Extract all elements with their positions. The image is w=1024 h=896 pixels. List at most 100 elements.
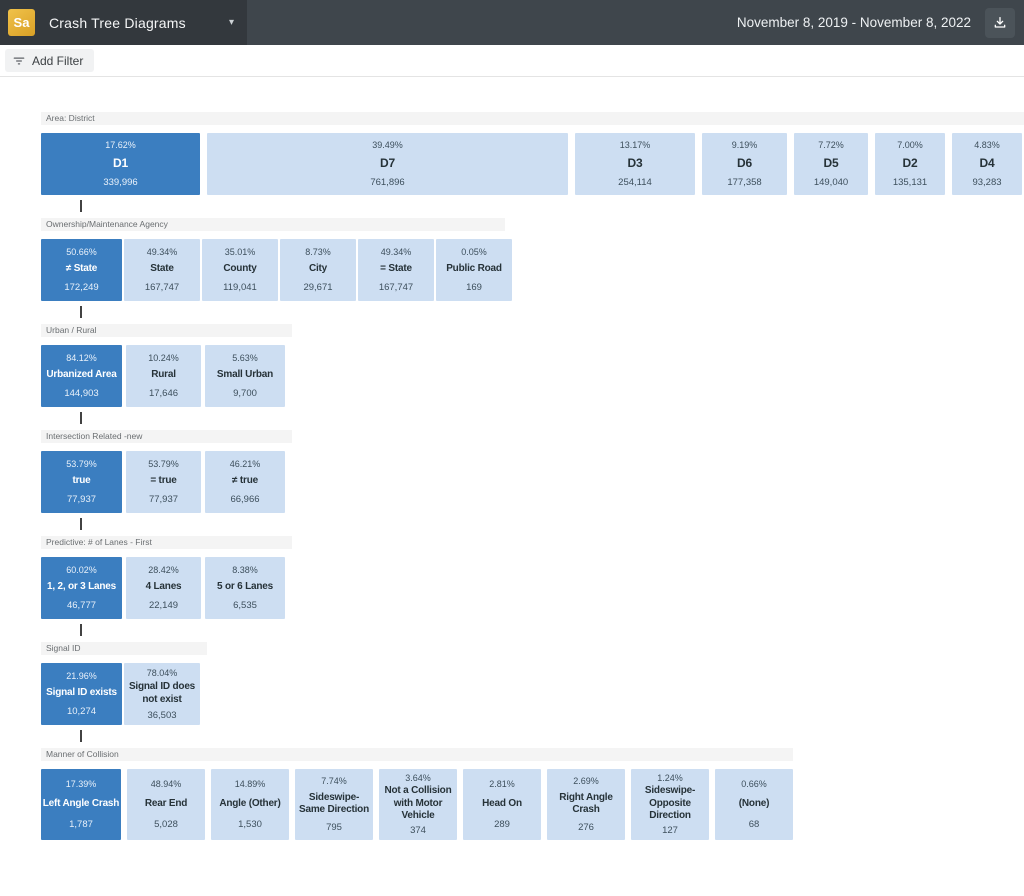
node-pct: 21.96% — [66, 670, 97, 681]
tree-node[interactable]: 78.04% Signal ID does not exist 36,503 — [124, 663, 200, 725]
node-count: 9,700 — [233, 388, 257, 400]
node-count: 276 — [578, 822, 594, 834]
node-pct: 49.34% — [380, 246, 412, 257]
tree-node[interactable]: 4.83% D4 93,283 — [952, 133, 1022, 195]
node-count: 339,996 — [103, 177, 138, 188]
tree-node[interactable]: 7.00% D2 135,131 — [875, 133, 945, 195]
tree-node[interactable]: 2.81% Head On 289 — [463, 769, 541, 840]
connector-line — [80, 730, 82, 742]
node-name: Urbanized Area — [46, 369, 117, 381]
node-pct: 46.21% — [229, 458, 261, 469]
node-count: 5,028 — [154, 819, 178, 831]
node-count: 149,040 — [813, 177, 849, 188]
add-filter-label: Add Filter — [32, 53, 84, 68]
tree-node[interactable]: 14.89% Angle (Other) 1,530 — [211, 769, 289, 840]
tree-node[interactable]: 28.42% 4 Lanes 22,149 — [126, 557, 201, 619]
connector-line — [80, 412, 82, 424]
node-pct: 1.24% — [657, 772, 683, 783]
tree-node[interactable]: 13.17% D3 254,114 — [575, 133, 695, 195]
tree-node[interactable]: 7.72% D5 149,040 — [794, 133, 868, 195]
node-count: 374 — [410, 825, 426, 837]
filter-list-icon — [12, 54, 26, 68]
tree-node[interactable]: 8.73% City 29,671 — [280, 239, 356, 301]
node-count: 254,114 — [618, 177, 652, 188]
level-label: Predictive: # of Lanes - First — [41, 536, 292, 549]
node-pct: 2.81% — [489, 778, 515, 789]
tree-node[interactable]: 46.21% ≠ true 66,966 — [205, 451, 285, 513]
tree-node[interactable]: 49.34% State 167,747 — [124, 239, 200, 301]
add-filter-button[interactable]: Add Filter — [5, 49, 95, 72]
node-pct: 13.17% — [619, 140, 651, 150]
tree-node[interactable]: 8.38% 5 or 6 Lanes 6,535 — [205, 557, 285, 619]
node-pct: 17.62% — [105, 140, 136, 150]
node-pct: 48.94% — [150, 778, 182, 789]
node-pct: 14.89% — [234, 778, 266, 789]
node-name: Sideswipe-Opposite Direction — [644, 785, 696, 822]
node-pct: 3.64% — [405, 772, 431, 783]
node-pct: 9.19% — [731, 140, 758, 150]
node-name: true — [72, 475, 91, 487]
date-range-label: November 8, 2019 - November 8, 2022 — [736, 15, 971, 30]
level-label: Manner of Collision — [41, 748, 793, 761]
node-count: 77,937 — [66, 494, 97, 506]
download-button[interactable] — [985, 7, 1015, 38]
tree-node[interactable]: 2.69% Right Angle Crash 276 — [547, 769, 625, 840]
node-row: 84.12% Urbanized Area 144,903 10.24% Rural 17… — [41, 345, 1024, 407]
node-name: Signal ID exists — [46, 687, 117, 699]
node-name: Rural — [151, 369, 176, 381]
tree-node-selected[interactable]: 60.02% 1, 2, or 3 Lanes 46,777 — [41, 557, 122, 619]
tree-node[interactable]: 0.05% Public Road 169 — [436, 239, 512, 301]
tree-node-selected[interactable]: 17.62% D1 339,996 — [41, 133, 200, 195]
node-pct: 50.66% — [66, 246, 97, 257]
tree-node-selected[interactable]: 17.39% Left Angle Crash 1,787 — [41, 769, 121, 840]
tree-canvas: Area: District 17.62% D1 339,996 39.49% D7 761… — [0, 77, 1024, 840]
node-name: City — [308, 263, 328, 275]
connector-line — [80, 200, 82, 212]
tree-node[interactable]: 9.19% D6 177,358 — [702, 133, 787, 195]
node-pct: 8.38% — [232, 564, 258, 575]
tree-node[interactable]: 7.74% Sideswipe-Same Direction 795 — [295, 769, 373, 840]
tree-node[interactable]: 10.24% Rural 17,646 — [126, 345, 201, 407]
tree-node-selected[interactable]: 84.12% Urbanized Area 144,903 — [41, 345, 122, 407]
node-pct: 53.79% — [66, 458, 97, 469]
node-name: Public Road — [446, 263, 502, 275]
tree-node-selected[interactable]: 53.79% true 77,937 — [41, 451, 122, 513]
node-pct: 35.01% — [224, 246, 256, 257]
tree-node[interactable]: 5.63% Small Urban 9,700 — [205, 345, 285, 407]
tree-node[interactable]: 35.01% County 119,041 — [202, 239, 278, 301]
tree-node[interactable]: 53.79% = true 77,937 — [126, 451, 201, 513]
node-count: 127 — [662, 825, 678, 837]
node-name: ≠ State — [65, 263, 98, 275]
node-count: 167,747 — [378, 282, 414, 294]
tree-node[interactable]: 1.24% Sideswipe-Opposite Direction 127 — [631, 769, 709, 840]
tree-node-selected[interactable]: 50.66% ≠ State 172,249 — [41, 239, 122, 301]
node-count: 119,041 — [223, 282, 257, 294]
node-pct: 78.04% — [146, 667, 178, 678]
tree-node[interactable]: 49.34% = State 167,747 — [358, 239, 434, 301]
tree-node[interactable]: 0.66% (None) 68 — [715, 769, 793, 840]
node-count: 10,274 — [66, 706, 97, 718]
node-count: 144,903 — [64, 388, 99, 400]
node-name: Signal ID does not exist — [128, 681, 196, 705]
node-name: Sideswipe-Same Direction — [298, 791, 369, 816]
node-row: 21.96% Signal ID exists 10,274 78.04% Signal… — [41, 663, 1024, 725]
node-name: State — [150, 263, 174, 275]
node-pct: 7.00% — [897, 140, 923, 150]
node-name: Head On — [482, 797, 522, 809]
topbar-right: November 8, 2019 - November 8, 2022 — [736, 7, 1024, 38]
node-pct: 49.34% — [146, 246, 178, 257]
node-count: 46,777 — [66, 600, 97, 612]
node-count: 93,283 — [972, 177, 1002, 188]
node-row: 60.02% 1, 2, or 3 Lanes 46,777 28.42% 4 Lane… — [41, 557, 1024, 619]
tree-node[interactable]: 39.49% D7 761,896 — [207, 133, 568, 195]
tree-level: Intersection Related -new 53.79% true 77,93… — [41, 430, 1024, 530]
tree-node[interactable]: 3.64% Not a Collision with Motor Vehicle 3… — [379, 769, 457, 840]
tree-node[interactable]: 48.94% Rear End 5,028 — [127, 769, 205, 840]
connector-line — [80, 306, 82, 318]
node-name: 1, 2, or 3 Lanes — [46, 581, 117, 593]
node-count: 177,358 — [727, 177, 762, 188]
tree-level: Ownership/Maintenance Agency 50.66% ≠ Stat… — [41, 218, 1024, 318]
node-count: 135,131 — [892, 177, 928, 188]
tree-node-selected[interactable]: 21.96% Signal ID exists 10,274 — [41, 663, 122, 725]
diagram-selector-dropdown[interactable]: Sa Crash Tree Diagrams ▾ — [0, 0, 247, 45]
